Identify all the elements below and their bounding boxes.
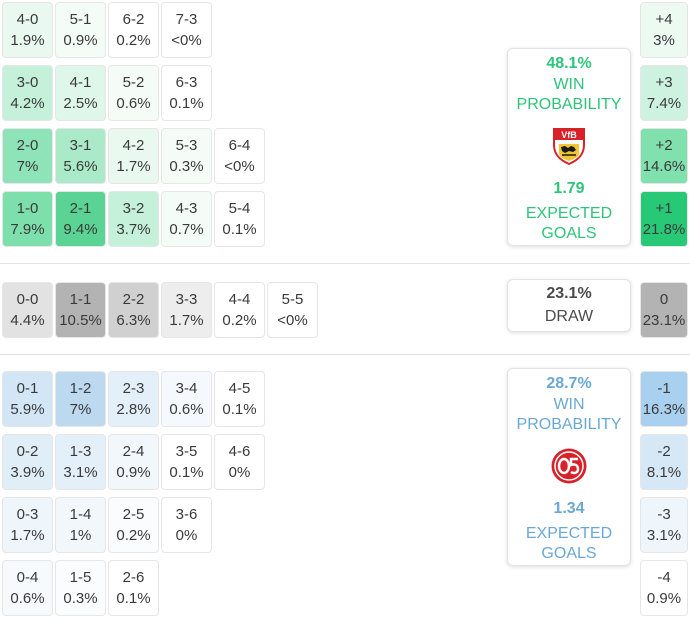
score-cell-2-1: 2-1 9.4% <box>55 191 106 247</box>
mainz-05-crest-icon <box>550 447 588 490</box>
score-cell-4-2: 4-2 1.7% <box>108 128 159 184</box>
score-cell-4-1: 4-1 2.5% <box>55 65 106 121</box>
away-expected-goals-value: 1.34 <box>553 500 585 517</box>
score-cell-2-5: 2-5 0.2% <box>108 497 159 553</box>
score-cell-0-1: 0-1 5.9% <box>2 371 53 427</box>
home-expected-goals-value: 1.79 <box>553 180 585 197</box>
score-cell-4-3: 4-3 0.7% <box>161 191 212 247</box>
home-win-probability-label-line1: WIN <box>553 76 585 93</box>
home-expected-goals-label-line1: EXPECTED <box>525 205 613 222</box>
score-cell-0-2: 0-2 3.9% <box>2 434 53 490</box>
score-cell-5-1: 5-1 0.9% <box>55 2 106 58</box>
score-cell-1-3: 1-3 3.1% <box>55 434 106 490</box>
margin-cell-0: 0 23.1% <box>640 282 688 338</box>
away-win-card: 28.7% WIN PROBABILITY 1.34 EXPECTED GOAL… <box>507 368 631 566</box>
score-cell-2-4: 2-4 0.9% <box>108 434 159 490</box>
score-cell-0-0: 0-0 4.4% <box>2 282 53 338</box>
margin-cell-minus-4: -4 0.9% <box>640 560 688 616</box>
score-cell-2-6: 2-6 0.1% <box>108 560 159 616</box>
section-divider-bottom <box>0 354 690 355</box>
away-expected-goals-label-line1: EXPECTED <box>525 525 613 542</box>
score-cell-0-3: 0-3 1.7% <box>2 497 53 553</box>
draw-probability-value: 23.1% <box>546 284 592 302</box>
margin-cell-minus-3: -3 3.1% <box>640 497 688 553</box>
margin-cell-minus-1: -1 16.3% <box>640 371 688 427</box>
score-cell-5-2: 5-2 0.6% <box>108 65 159 121</box>
margin-cell-plus-2: +2 14.6% <box>640 128 688 184</box>
away-expected-goals-label-line2: GOALS <box>541 545 597 562</box>
score-cell-3-4: 3-4 0.6% <box>161 371 212 427</box>
margin-cell-plus-4: +4 3% <box>640 2 688 58</box>
svg-text:VfB: VfB <box>561 130 577 140</box>
home-win-probability-label-line2: PROBABILITY <box>516 96 622 113</box>
score-cell-4-5: 4-5 0.1% <box>214 371 265 427</box>
score-cell-3-3: 3-3 1.7% <box>161 282 212 338</box>
draw-card: 23.1% DRAW <box>507 279 631 332</box>
score-cell-4-4: 4-4 0.2% <box>214 282 265 338</box>
away-win-probability-value: 28.7% <box>546 375 592 392</box>
draw-probability-label: DRAW <box>544 307 594 325</box>
score-cell-3-1: 3-1 5.6% <box>55 128 106 184</box>
home-win-probability-value: 48.1% <box>546 55 592 72</box>
margin-cell-plus-1: +1 21.8% <box>640 191 688 247</box>
score-cell-2-3: 2-3 2.8% <box>108 371 159 427</box>
home-win-card: 48.1% WIN PROBABILITY VfB 1.79 EXPECTED … <box>507 48 631 246</box>
score-cell-4-6: 4-6 0% <box>214 434 265 490</box>
score-cell-1-1: 1-1 10.5% <box>55 282 106 338</box>
away-win-probability-label-line2: PROBABILITY <box>516 416 622 433</box>
score-cell-0-4: 0-4 0.6% <box>2 560 53 616</box>
score-cell-5-5: 5-5 <0% <box>267 282 318 338</box>
score-cell-1-4: 1-4 1% <box>55 497 106 553</box>
score-cell-1-2: 1-2 7% <box>55 371 106 427</box>
score-cell-1-0: 1-0 7.9% <box>2 191 53 247</box>
margin-cell-plus-3: +3 7.4% <box>640 65 688 121</box>
score-cell-2-2: 2-2 6.3% <box>108 282 159 338</box>
score-cell-2-0: 2-0 7% <box>2 128 53 184</box>
margin-cell-minus-2: -2 8.1% <box>640 434 688 490</box>
score-cell-5-4: 5-4 0.1% <box>214 191 265 247</box>
score-cell-4-0: 4-0 1.9% <box>2 2 53 58</box>
score-cell-3-0: 3-0 4.2% <box>2 65 53 121</box>
section-divider-top <box>0 263 690 264</box>
score-cell-3-5: 3-5 0.1% <box>161 434 212 490</box>
score-cell-7-3: 7-3 <0% <box>161 2 212 58</box>
vfb-stuttgart-crest-icon: VfB <box>552 127 586 170</box>
away-win-probability-label-line1: WIN <box>553 396 585 413</box>
score-cell-1-5: 1-5 0.3% <box>55 560 106 616</box>
score-cell-6-3: 6-3 0.1% <box>161 65 212 121</box>
score-cell-5-3: 5-3 0.3% <box>161 128 212 184</box>
score-cell-3-2: 3-2 3.7% <box>108 191 159 247</box>
home-expected-goals-label-line2: GOALS <box>541 225 597 242</box>
score-cell-3-6: 3-6 0% <box>161 497 212 553</box>
score-cell-6-2: 6-2 0.2% <box>108 2 159 58</box>
score-cell-6-4: 6-4 <0% <box>214 128 265 184</box>
